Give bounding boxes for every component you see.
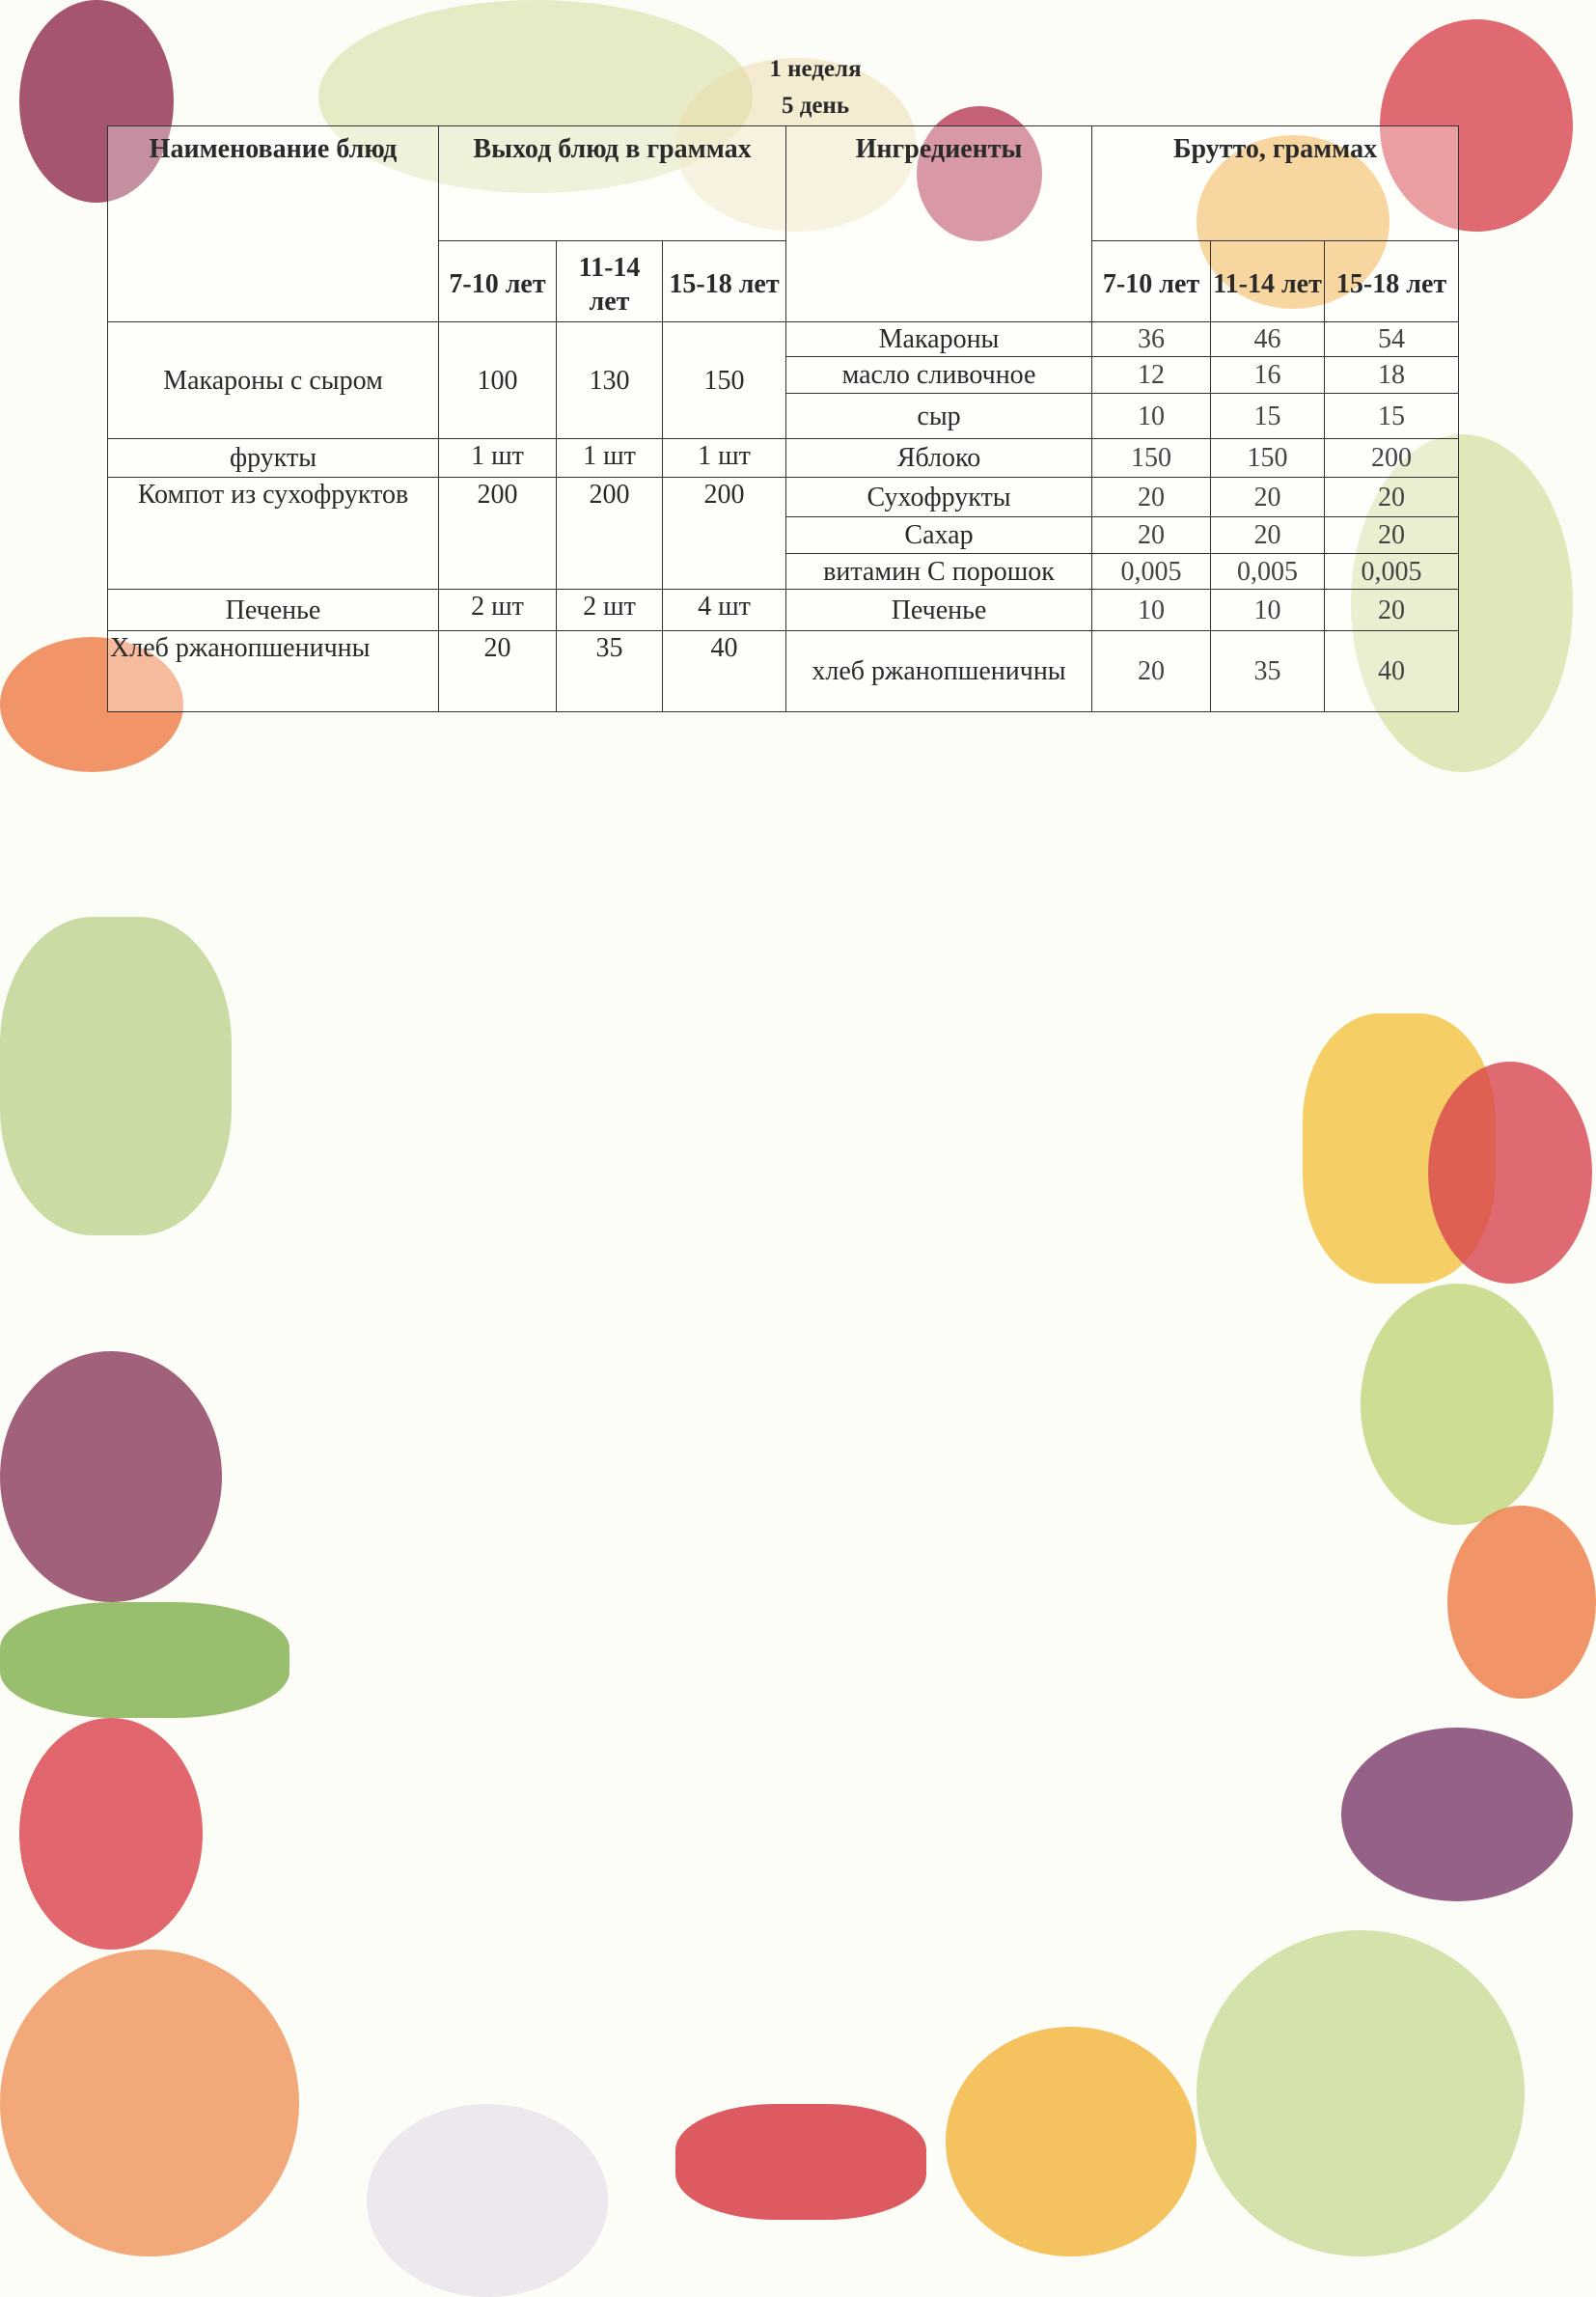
dish-output: 40 bbox=[661, 630, 787, 712]
dish-name: фрукты bbox=[107, 438, 439, 478]
dish-output: 1 шт bbox=[438, 438, 557, 478]
ingredient-gross: 20 bbox=[1091, 630, 1212, 712]
ingredient-gross: 12 bbox=[1091, 356, 1212, 394]
dish-output: 200 bbox=[661, 477, 787, 590]
dish-output: 200 bbox=[556, 477, 663, 590]
header-output-age: 11-14 лет bbox=[556, 240, 663, 322]
table-row: фрукты 1 шт 1 шт 1 шт Яблоко 150 150 200 bbox=[107, 438, 1460, 478]
ingredient-name: Сухофрукты bbox=[785, 477, 1093, 517]
day-label: 5 день bbox=[781, 93, 850, 119]
ingredient-gross: 35 bbox=[1210, 630, 1326, 712]
ingredient-name: Сахар bbox=[785, 516, 1093, 554]
ingredient-gross: 40 bbox=[1324, 630, 1460, 712]
dish-name: Макароны с сыром bbox=[107, 321, 439, 439]
ingredient-name: Печенье bbox=[785, 589, 1093, 631]
dish-output: 100 bbox=[438, 321, 557, 439]
red-pepper-decoration bbox=[19, 1718, 203, 1950]
ingredient-gross: 20 bbox=[1210, 516, 1326, 554]
pumpkin-decoration bbox=[0, 1950, 299, 2256]
table-row: Сахар 20 20 20 bbox=[108, 516, 1460, 554]
carrot-decoration bbox=[1447, 1506, 1596, 1699]
ingredient-gross: 18 bbox=[1324, 356, 1460, 394]
dish-output: 150 bbox=[661, 321, 787, 439]
header-dish: Наименование блюд bbox=[107, 125, 439, 322]
header-output-age: 7-10 лет bbox=[438, 240, 557, 322]
week-label: 1 неделя bbox=[769, 56, 862, 82]
cucumber-decoration bbox=[0, 1602, 289, 1718]
ingredient-name: сыр bbox=[785, 393, 1093, 439]
ingredient-gross: 20 bbox=[1324, 477, 1460, 517]
header-gross-age: 11-14 лет bbox=[1210, 240, 1326, 322]
ingredient-gross: 150 bbox=[1210, 438, 1326, 478]
ingredient-gross: 20 bbox=[1324, 516, 1460, 554]
ingredient-gross: 10 bbox=[1091, 393, 1212, 439]
menu-table: Наименование блюд Выход блюд в граммах И… bbox=[107, 125, 1460, 712]
cucumber-decoration bbox=[0, 917, 232, 1235]
cabbage-green-decoration bbox=[1197, 1930, 1525, 2256]
dish-output: 1 шт bbox=[661, 438, 787, 478]
dish-output: 20 bbox=[438, 630, 557, 712]
ingredient-gross: 20 bbox=[1091, 516, 1212, 554]
chili-decoration bbox=[675, 2104, 926, 2220]
ingredient-gross: 46 bbox=[1210, 321, 1326, 357]
header-gross-age: 15-18 лет bbox=[1324, 240, 1460, 322]
dish-output: 130 bbox=[556, 321, 663, 439]
ingredient-gross: 0,005 bbox=[1091, 553, 1212, 590]
yellow-pepper-decoration bbox=[946, 2027, 1197, 2256]
ingredient-name: витамин С порошок bbox=[785, 553, 1093, 590]
table-row: Компот из сухофруктов 200 200 200 Сухофрукты… bbox=[107, 477, 1460, 590]
ingredient-gross: 16 bbox=[1210, 356, 1326, 394]
dish-name: Хлеб ржанопшеничны bbox=[107, 630, 439, 712]
ingredient-gross: 20 bbox=[1324, 589, 1460, 631]
ingredient-gross: 10 bbox=[1210, 589, 1326, 631]
table-row: масло сливочное 12 16 18 bbox=[108, 356, 1460, 394]
header-output: Выход блюд в граммах bbox=[437, 125, 787, 241]
dish-output: 4 шт bbox=[661, 589, 787, 631]
ingredient-name: масло сливочное bbox=[785, 356, 1093, 394]
ingredient-gross: 10 bbox=[1091, 589, 1212, 631]
ingredient-gross: 54 bbox=[1324, 321, 1460, 357]
header-output-age: 15-18 лет bbox=[661, 240, 787, 322]
ingredient-gross: 0,005 bbox=[1324, 553, 1460, 590]
ingredient-name: Макароны bbox=[785, 321, 1093, 357]
table-row: Макароны с сыром 100 130 150 Макароны 36 46 54 bbox=[107, 321, 1460, 439]
ingredient-gross: 150 bbox=[1091, 438, 1212, 478]
header-ingredients: Ингредиенты bbox=[785, 125, 1093, 322]
header-gross: Брутто, граммах bbox=[1091, 125, 1460, 241]
ingredient-gross: 20 bbox=[1091, 477, 1212, 517]
dish-name: Компот из сухофруктов bbox=[107, 477, 439, 590]
dish-output: 2 шт bbox=[556, 589, 663, 631]
header-gross-age: 7-10 лет bbox=[1091, 240, 1212, 322]
ingredient-name: Яблоко bbox=[785, 438, 1093, 478]
ingredient-gross: 36 bbox=[1091, 321, 1212, 357]
cabbage-decoration bbox=[0, 1351, 222, 1602]
dish-output: 35 bbox=[556, 630, 663, 712]
dish-name: Печенье bbox=[107, 589, 439, 631]
garlic-decoration bbox=[367, 2104, 608, 2297]
ingredient-gross: 15 bbox=[1210, 393, 1326, 439]
table-row: Печенье 2 шт 2 шт 4 шт Печенье 10 10 20 bbox=[107, 589, 1460, 631]
green-pepper-decoration bbox=[1361, 1284, 1554, 1525]
table-row: Хлеб ржанопшеничны 20 35 40 хлеб ржанопшенич… bbox=[107, 630, 1460, 712]
eggplant-decoration bbox=[1341, 1728, 1573, 1901]
tomato-decoration bbox=[1428, 1062, 1592, 1284]
dish-output: 2 шт bbox=[438, 589, 557, 631]
ingredient-gross: 0,005 bbox=[1210, 553, 1326, 590]
ingredient-name: хлеб ржанопшеничны bbox=[785, 630, 1093, 712]
table-row: сыр 10 15 15 bbox=[108, 393, 1460, 439]
ingredient-gross: 200 bbox=[1324, 438, 1460, 478]
dish-output: 200 bbox=[438, 477, 557, 590]
dish-output: 1 шт bbox=[556, 438, 663, 478]
ingredient-gross: 20 bbox=[1210, 477, 1326, 517]
table-row: витамин С порошок 0,005 0,005 0,005 bbox=[108, 553, 1460, 590]
ingredient-gross: 15 bbox=[1324, 393, 1460, 439]
